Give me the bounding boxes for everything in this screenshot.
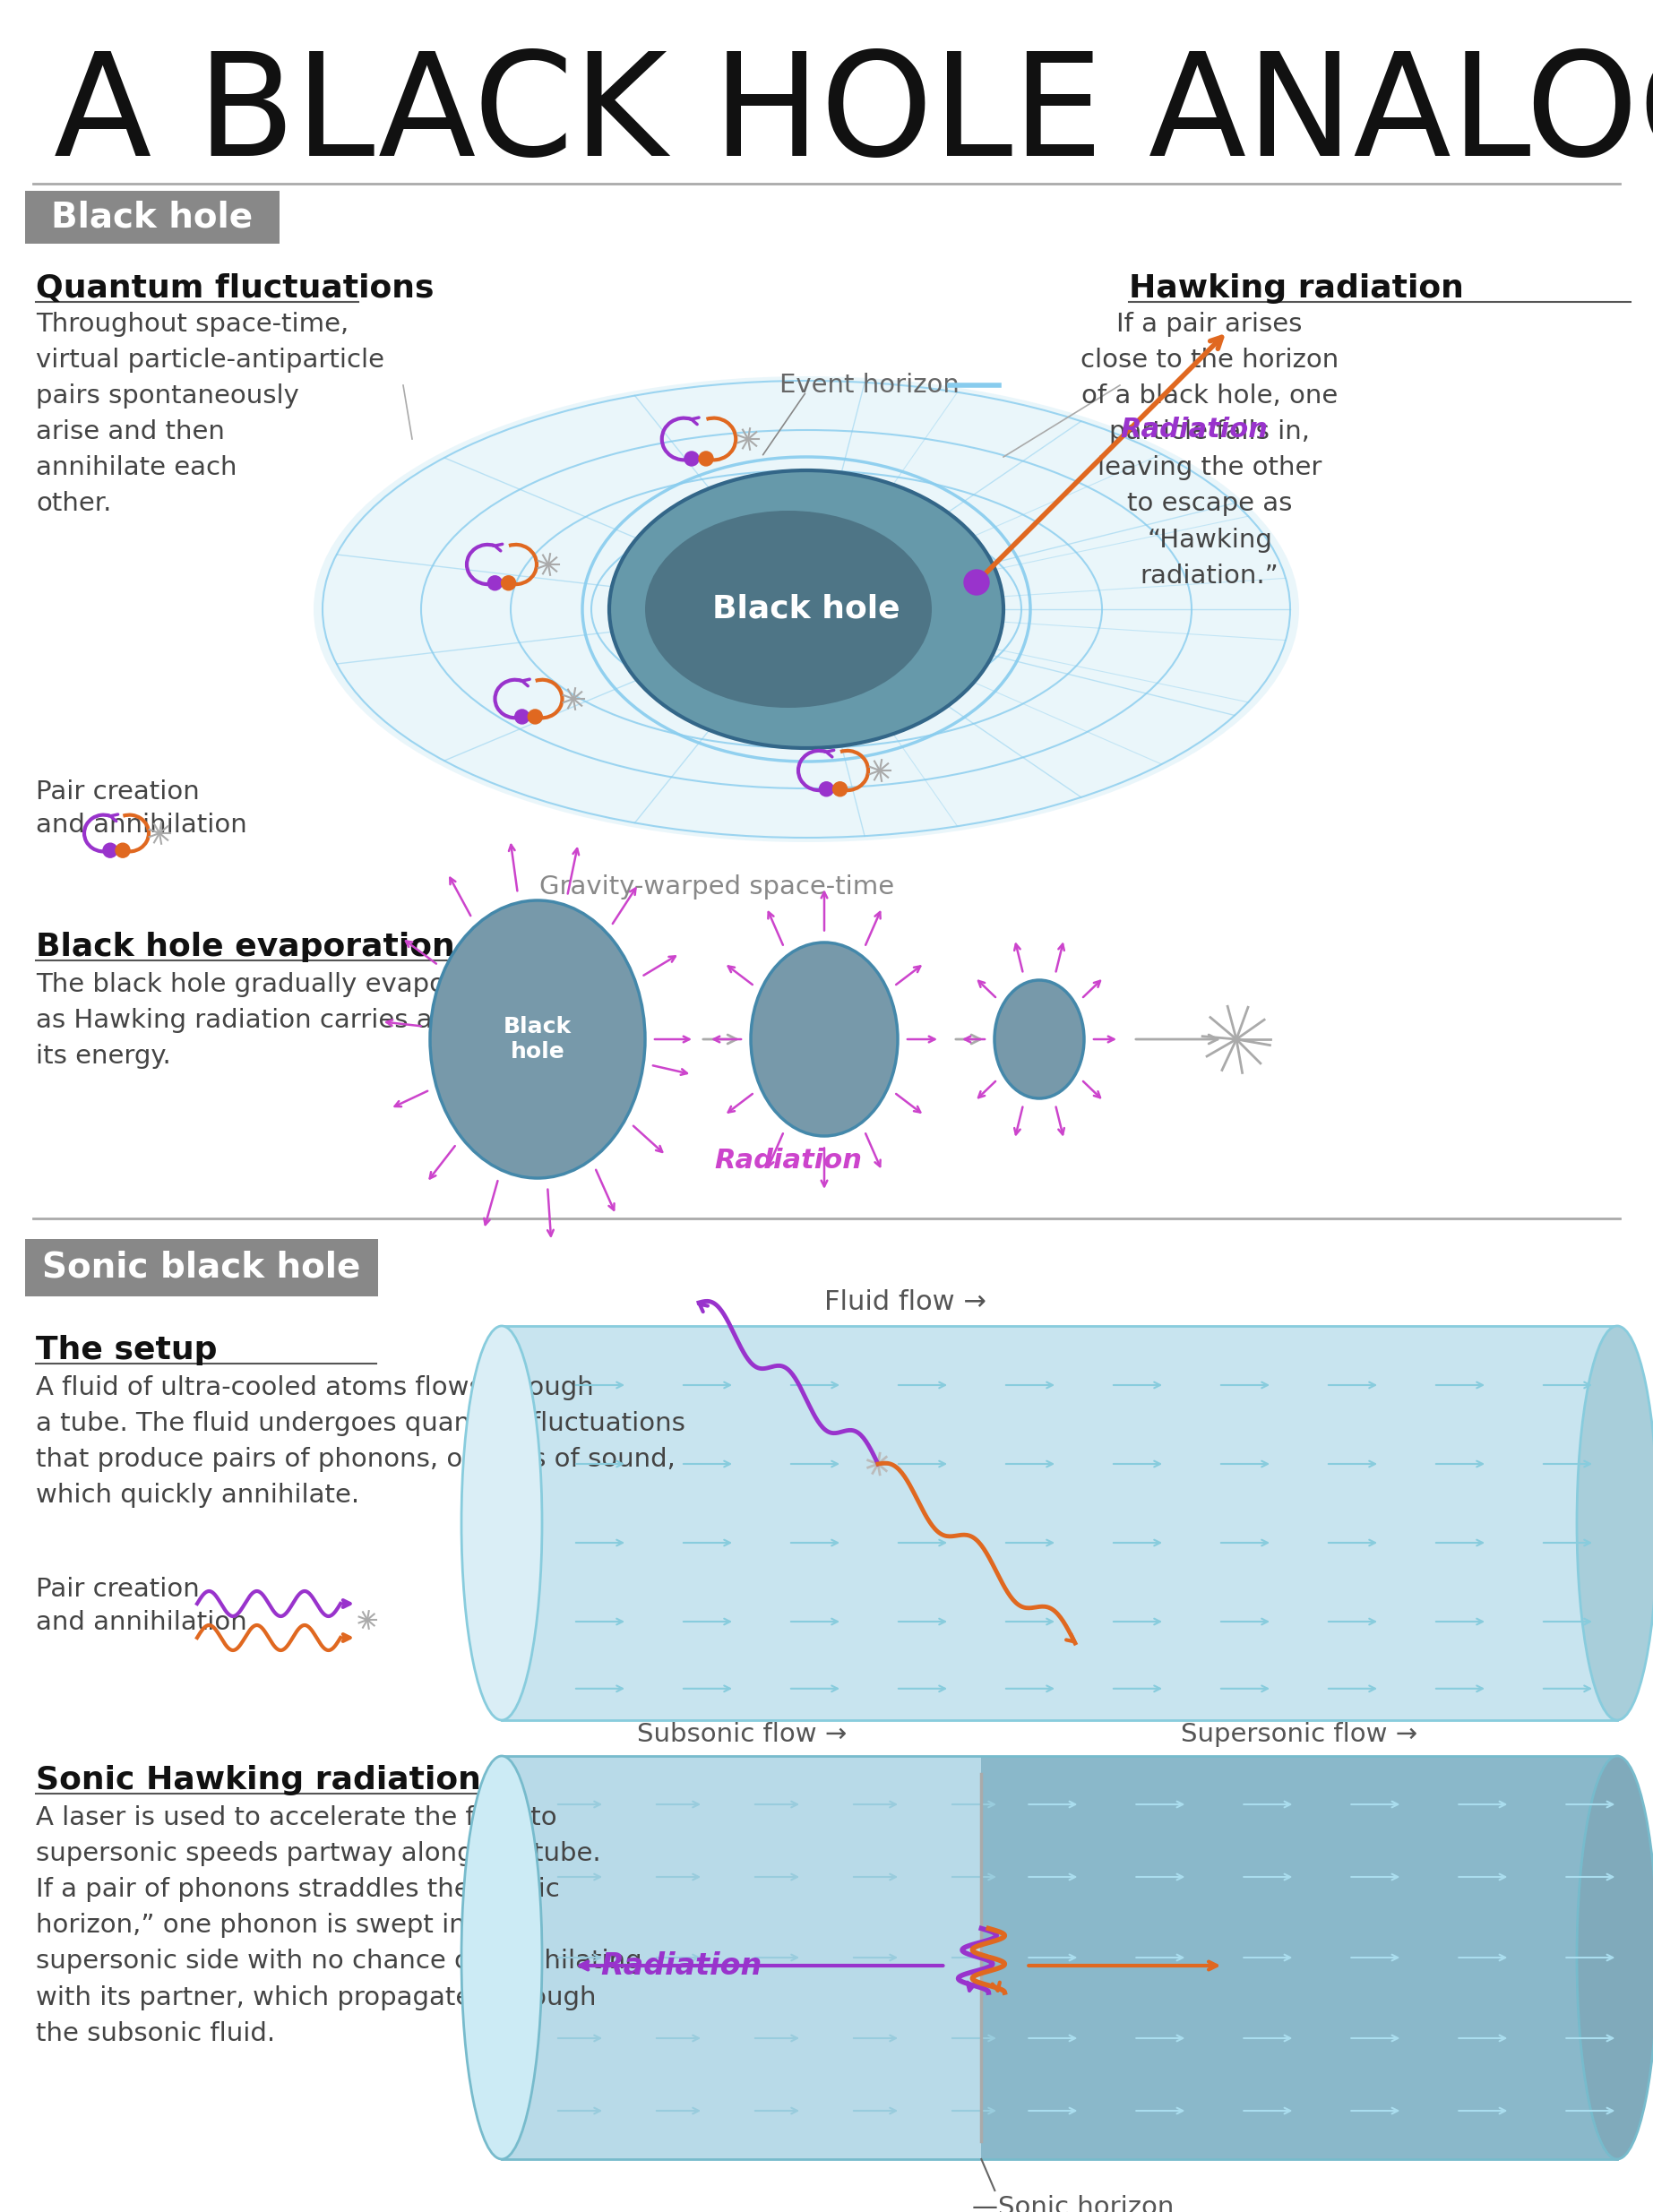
Text: Pair creation
and annihilation: Pair creation and annihilation — [36, 1577, 246, 1635]
Text: Hawking radiation: Hawking radiation — [1129, 274, 1465, 303]
Text: The setup: The setup — [36, 1334, 217, 1365]
Ellipse shape — [610, 471, 1003, 748]
Text: Sonic Hawking radiation: Sonic Hawking radiation — [36, 1765, 481, 1796]
Text: Radiation: Radiation — [600, 1951, 762, 1980]
Text: Pair creation
and annihilation: Pair creation and annihilation — [36, 779, 246, 838]
FancyBboxPatch shape — [25, 190, 279, 243]
Text: A fluid of ultra-cooled atoms flows through
a tube. The fluid undergoes quantum : A fluid of ultra-cooled atoms flows thro… — [36, 1376, 686, 1509]
Text: Radiation: Radiation — [714, 1148, 863, 1172]
Circle shape — [501, 575, 516, 591]
Circle shape — [488, 575, 503, 591]
Ellipse shape — [995, 980, 1084, 1099]
Text: Subsonic flow →: Subsonic flow → — [636, 1721, 846, 1747]
Text: Event horizon: Event horizon — [780, 372, 959, 398]
Text: Supersonic flow →: Supersonic flow → — [1180, 1721, 1418, 1747]
Bar — [503, 1756, 982, 2159]
Text: Black hole: Black hole — [51, 201, 253, 234]
Text: Gravity-warped space-time: Gravity-warped space-time — [539, 874, 894, 900]
Ellipse shape — [1577, 1756, 1653, 2159]
Text: Black hole evaporation: Black hole evaporation — [36, 931, 455, 962]
Circle shape — [514, 710, 529, 723]
Bar — [503, 1325, 1617, 1721]
Text: —Sonic horizon: —Sonic horizon — [972, 2194, 1174, 2212]
Text: The black hole gradually evaporates
as Hawking radiation carries away
its energy: The black hole gradually evaporates as H… — [36, 971, 512, 1068]
Circle shape — [820, 781, 833, 796]
Ellipse shape — [430, 900, 645, 1179]
Ellipse shape — [461, 1756, 542, 2159]
Text: Quantum fluctuations: Quantum fluctuations — [36, 274, 435, 303]
Circle shape — [833, 781, 848, 796]
Ellipse shape — [461, 1325, 542, 1721]
Ellipse shape — [314, 376, 1299, 843]
Ellipse shape — [1577, 1325, 1653, 1721]
Text: A laser is used to accelerate the fluid to
supersonic speeds partway along the t: A laser is used to accelerate the fluid … — [36, 1805, 641, 2046]
Ellipse shape — [645, 511, 932, 708]
Circle shape — [102, 843, 117, 858]
FancyBboxPatch shape — [25, 1239, 379, 1296]
Text: Radiation: Radiation — [1121, 418, 1268, 442]
Circle shape — [684, 451, 699, 467]
Circle shape — [527, 710, 542, 723]
Text: Fluid flow →: Fluid flow → — [825, 1290, 987, 1316]
Circle shape — [699, 451, 712, 467]
Ellipse shape — [750, 942, 898, 1137]
Text: Sonic black hole: Sonic black hole — [43, 1250, 360, 1285]
Text: Black
hole: Black hole — [504, 1015, 572, 1062]
Bar — [982, 1756, 1617, 2159]
Circle shape — [964, 571, 988, 595]
Text: Throughout space-time,
virtual particle-antiparticle
pairs spontaneously
arise a: Throughout space-time, virtual particle-… — [36, 312, 385, 515]
Circle shape — [116, 843, 131, 858]
Text: If a pair arises
close to the horizon
of a black hole, one
particle falls in,
le: If a pair arises close to the horizon of… — [1081, 312, 1339, 588]
Text: Black hole: Black hole — [712, 595, 901, 624]
Text: A BLACK HOLE ANALOGY: A BLACK HOLE ANALOGY — [55, 46, 1653, 186]
